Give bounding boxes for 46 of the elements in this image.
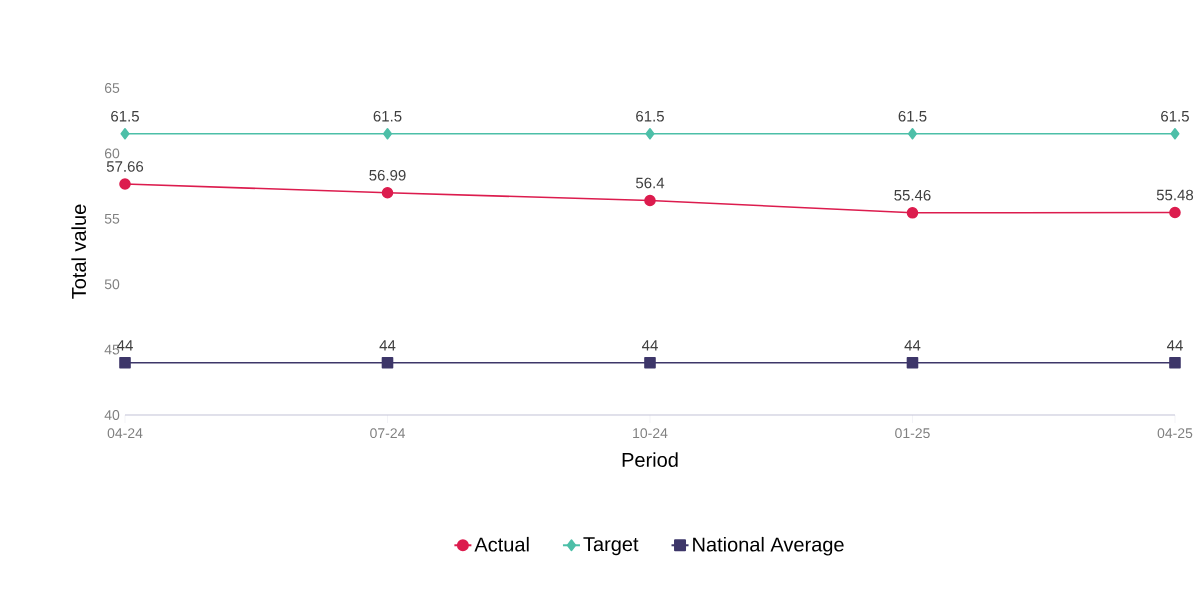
x-tick-label: 07-24: [370, 428, 405, 439]
legend-label: Target: [583, 537, 639, 556]
data-label: 61.5: [111, 110, 139, 122]
y-tick-label: 40: [104, 410, 120, 420]
data-label: 44: [904, 340, 921, 351]
data-label: 56.4: [635, 177, 665, 189]
data-label: 61.5: [1161, 110, 1189, 122]
data-label: 61.5: [898, 110, 927, 122]
point: [906, 206, 919, 219]
point: [120, 127, 130, 140]
point: [1169, 356, 1181, 369]
point: [645, 127, 655, 140]
x-tick-label: 01-25: [895, 428, 930, 439]
legend-label: Actual: [474, 536, 529, 552]
data-label: 44: [117, 340, 133, 351]
x-axis-title: Period: [622, 452, 678, 467]
data-label: 55.48: [1156, 189, 1194, 201]
legend-label: National Average: [693, 536, 844, 556]
y-tick-label: 45: [104, 344, 120, 355]
point: [382, 127, 393, 140]
x-tick-label: 10-24: [633, 428, 668, 439]
y-tick-label: 50: [104, 279, 120, 290]
x-tick-label: 04-24: [107, 428, 143, 439]
point: [381, 356, 394, 369]
data-label: 44: [641, 340, 658, 351]
y-axis-title: Total value: [71, 204, 87, 299]
point: [644, 194, 656, 207]
y-tick-label: 65: [104, 83, 120, 93]
point: [119, 178, 131, 190]
data-label: 57.66: [106, 161, 144, 172]
point: [381, 186, 394, 199]
y-tick-label: 55: [104, 213, 120, 224]
point: [119, 356, 131, 369]
point: [1170, 127, 1180, 140]
data-label: 44: [1166, 340, 1183, 351]
y-tick-label: 60: [104, 148, 120, 159]
data-label: 56.99: [369, 169, 406, 181]
point: [907, 127, 918, 140]
data-label: 44: [379, 340, 396, 351]
point: [644, 356, 656, 369]
data-label: 61.5: [636, 110, 664, 122]
point: [1169, 206, 1181, 219]
data-label: 61.5: [373, 110, 402, 122]
data-label: 55.46: [894, 189, 931, 201]
point: [906, 356, 919, 369]
x-tick-label: 04-25: [1157, 428, 1193, 439]
